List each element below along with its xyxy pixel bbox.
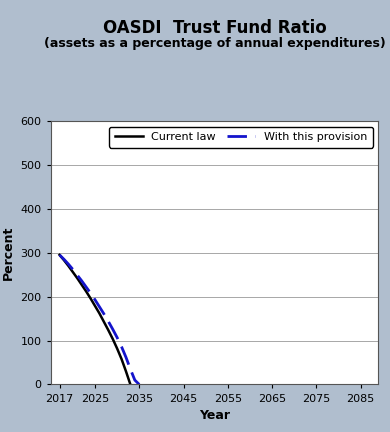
- Text: (assets as a percentage of annual expenditures): (assets as a percentage of annual expend…: [44, 37, 385, 50]
- Y-axis label: Percent: Percent: [2, 226, 15, 280]
- Legend: Current law, With this provision: Current law, With this provision: [109, 127, 373, 148]
- X-axis label: Year: Year: [199, 409, 230, 422]
- Text: OASDI  Trust Fund Ratio: OASDI Trust Fund Ratio: [103, 19, 326, 38]
